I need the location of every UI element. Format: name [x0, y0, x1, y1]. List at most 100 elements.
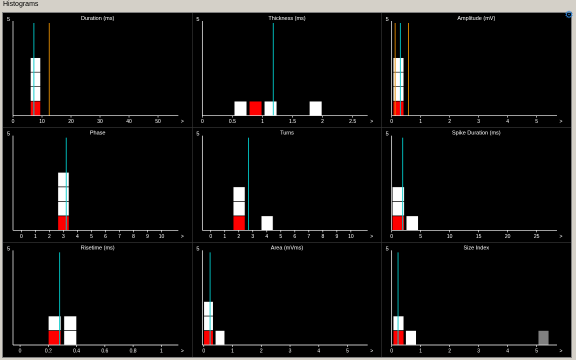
bar-segment: [30, 71, 41, 87]
bar-segment: [232, 215, 246, 231]
x-tick-label: 0: [20, 234, 23, 240]
bar-segment: [57, 215, 70, 231]
histogram-bar: [233, 100, 248, 116]
x-tick-label: 2.5: [349, 119, 356, 125]
bar-segment: [30, 86, 41, 102]
x-tick-label: 2: [448, 349, 451, 355]
histogram-bar: [57, 172, 70, 231]
x-tick-label: 1: [231, 349, 234, 355]
bar-segment: [57, 172, 70, 188]
x-tick-label: 3: [251, 234, 254, 240]
y-axis-max-label: 5: [386, 17, 389, 23]
bar-segment: [48, 330, 62, 346]
histogram-bar: [248, 100, 263, 116]
histogram-bar: [30, 57, 41, 116]
panel-title: Turns: [280, 131, 294, 137]
gear-icon[interactable]: ⚙: [564, 10, 574, 21]
x-tick-label: 4: [506, 119, 509, 125]
y-axis-max-label: 5: [7, 17, 10, 23]
x-tick-label: 0.6: [101, 349, 108, 355]
x-tick-label: 10: [159, 234, 165, 240]
bar-segment: [248, 100, 263, 116]
histogram-grid: Duration (ms) 5 0 10 20 30 40 50 > Thickness (ms)…: [2, 12, 572, 358]
histogram-panel-thickness: Thickness (ms) 5 0 0.5 1 1.5 2 2.5 >: [196, 16, 373, 125]
x-tick-label: 5: [279, 234, 282, 240]
panel-title: Duration (ms): [81, 16, 114, 22]
y-axis-max-label: 5: [386, 132, 389, 138]
histogram-bar: [391, 186, 405, 231]
bar-segment: [63, 330, 77, 346]
x-tick-label: 5: [90, 234, 93, 240]
x-tick-label: 2: [321, 119, 324, 125]
x-tick-label: 1: [160, 349, 163, 355]
bar-segment: [48, 315, 62, 331]
window-title: Histograms: [3, 1, 39, 8]
histogram-bar: [405, 215, 419, 231]
x-tick-label: 6: [293, 234, 296, 240]
bar-segment: [203, 330, 214, 346]
x-tick-label: 2: [48, 234, 51, 240]
x-tick-label: 9: [335, 234, 338, 240]
x-tick-label: 0: [12, 119, 15, 125]
x-tick-label: 3: [477, 349, 480, 355]
status-footer: Total MUPs: 6 Selections: 5/6 Wv: [14, 352, 103, 358]
x-tick-label: 20: [505, 234, 511, 240]
bar-segment: [391, 186, 405, 202]
bar-segment: [63, 315, 77, 331]
panel-title: Thickness (ms): [268, 16, 305, 22]
x-axis-arrow-icon: >: [560, 349, 563, 355]
bar-segment: [233, 100, 248, 116]
x-tick-label: 10: [39, 119, 45, 125]
x-tick-label: 1: [34, 234, 37, 240]
bar-segment: [392, 57, 405, 73]
bar-segment: [30, 100, 41, 116]
x-tick-label: 5: [535, 349, 538, 355]
histogram-panel-risetime: Risetime (ms) 5 0 0.2 0.4 0.6 0.8 1 >: [7, 245, 184, 354]
bar-segment: [57, 201, 70, 217]
bar-segment: [203, 315, 214, 331]
x-tick-label: 4: [76, 234, 79, 240]
x-tick-label: 9: [146, 234, 149, 240]
x-axis-arrow-icon: >: [370, 119, 373, 125]
x-tick-label: 0.2: [45, 349, 52, 355]
bar-segment: [405, 215, 419, 231]
histogram-panel-duration: Duration (ms)50 10 20 30 40 50 >: [7, 16, 184, 125]
x-tick-label: 0: [390, 349, 393, 355]
x-tick-label: 6: [104, 234, 107, 240]
x-axis-arrow-icon: >: [560, 119, 563, 125]
bar-segment: [232, 201, 246, 217]
x-tick-label: 0: [19, 349, 22, 355]
panel-title: Spike Duration (ms): [452, 131, 501, 137]
histogram-grid-svg: Duration (ms)50 10 20 30 40 50 >Thickness (ms)…: [3, 13, 571, 357]
x-tick-label: 0: [202, 349, 205, 355]
x-tick-label: 50: [155, 119, 161, 125]
x-tick-label: 1: [261, 119, 264, 125]
x-tick-label: 1.5: [289, 119, 296, 125]
x-tick-label: 20: [68, 119, 74, 125]
x-tick-label: 7: [118, 234, 121, 240]
bar-segment: [309, 100, 323, 116]
bar-segment: [263, 100, 278, 116]
panel-title: Amplitude (mV): [457, 16, 495, 22]
x-tick-label: 3: [477, 119, 480, 125]
x-tick-label: 1: [419, 119, 422, 125]
histogram-bar: [48, 315, 62, 346]
x-tick-label: 0.8: [130, 349, 137, 355]
y-axis-max-label: 5: [196, 17, 199, 23]
x-tick-label: 40: [126, 119, 132, 125]
x-axis-arrow-icon: >: [370, 349, 373, 355]
histogram-panel-phase: Phase 5 0 1 2 3 4 5 6 7 8 9 10 >: [7, 131, 184, 240]
x-tick-label: 10: [447, 234, 453, 240]
bar-segment: [203, 301, 214, 317]
y-axis-max-label: 5: [7, 246, 10, 252]
x-tick-label: 0: [390, 119, 393, 125]
x-tick-label: 7: [307, 234, 310, 240]
x-axis-arrow-icon: >: [181, 119, 184, 125]
x-tick-label: 1: [223, 234, 226, 240]
bar-segment: [260, 215, 274, 231]
bar-segment: [57, 186, 70, 202]
x-tick-label: 5: [346, 349, 349, 355]
x-tick-label: 3: [289, 349, 292, 355]
x-tick-label: 0.4: [73, 349, 80, 355]
